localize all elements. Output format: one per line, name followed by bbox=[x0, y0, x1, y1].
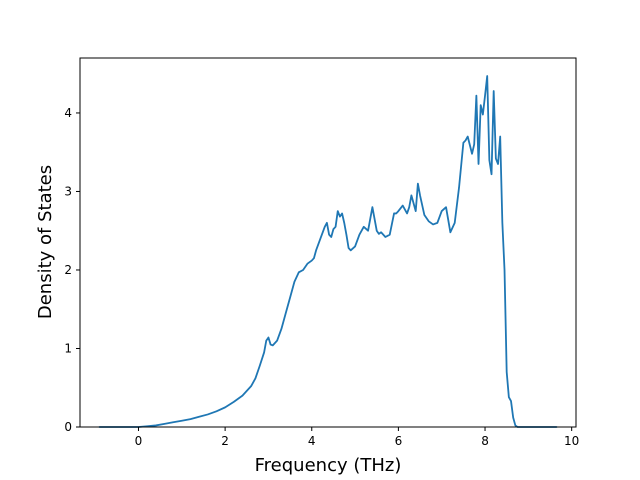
x-axis-ticks: 0 2 4 6 8 10 bbox=[135, 427, 579, 448]
dos-series-line bbox=[98, 75, 558, 428]
x-tick-label: 8 bbox=[481, 434, 489, 448]
x-axis-label: Frequency (THz) bbox=[255, 455, 402, 476]
x-tick-label: 2 bbox=[221, 434, 229, 448]
y-axis-ticks: 0 1 2 3 4 bbox=[64, 106, 80, 434]
plot-frame bbox=[79, 57, 577, 428]
x-tick-label: 6 bbox=[395, 434, 403, 448]
y-tick-label: 4 bbox=[64, 106, 72, 120]
series-layer bbox=[98, 75, 558, 428]
x-tick-label: 0 bbox=[135, 434, 143, 448]
y-tick-label: 0 bbox=[64, 420, 72, 434]
y-tick-label: 2 bbox=[64, 263, 72, 277]
y-tick-label: 3 bbox=[64, 184, 72, 198]
x-tick-label: 4 bbox=[308, 434, 316, 448]
y-tick-label: 1 bbox=[64, 341, 72, 355]
y-axis-label: Density of States bbox=[35, 165, 56, 319]
x-tick-label: 10 bbox=[564, 434, 579, 448]
